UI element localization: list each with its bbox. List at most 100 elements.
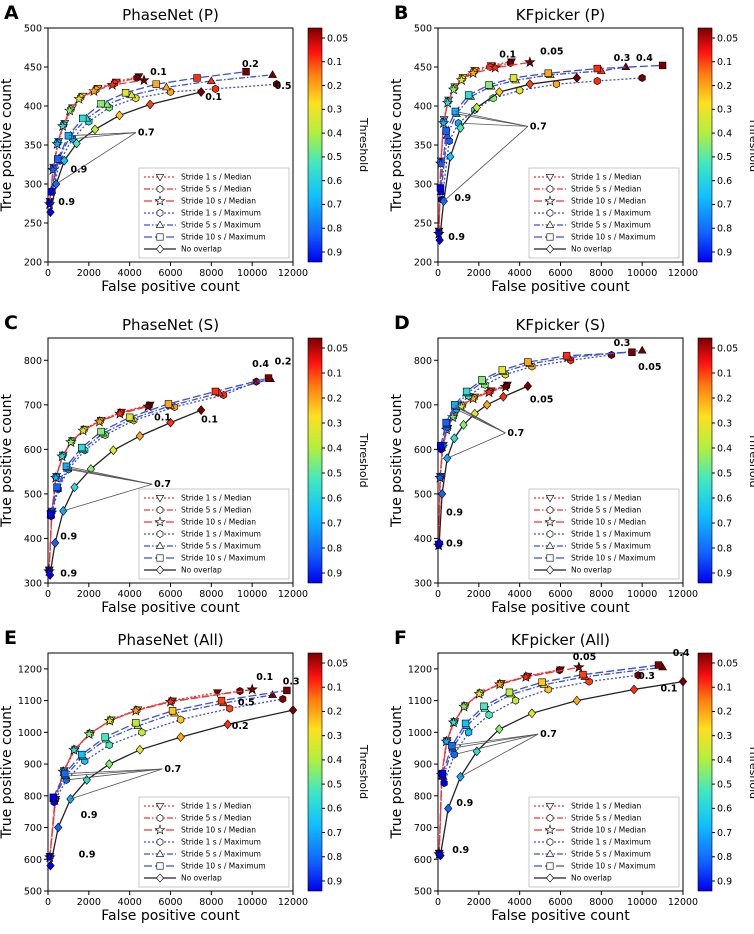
y-tick-label: 300 xyxy=(414,180,432,191)
data-point xyxy=(442,418,450,427)
y-tick-label: 700 xyxy=(414,400,432,411)
data-point xyxy=(56,120,69,132)
colorbar-c: 0.05 0.1 0.2 0.3 0.4 0.5 0.6 0.7 0.8 0.9 Threshold xyxy=(307,337,370,584)
legend-marker xyxy=(546,873,554,883)
colorbar-tick-label: 0.6 xyxy=(717,176,732,187)
data-point xyxy=(164,695,177,707)
colorbar-tick-label: 0.9 xyxy=(327,876,342,887)
data-point xyxy=(54,822,63,833)
x-tick-label: 4000 xyxy=(508,897,532,908)
data-point xyxy=(579,670,587,679)
colorbar-gradient xyxy=(697,337,713,584)
colorbar-tick-label: 0.4 xyxy=(327,443,342,454)
data-point xyxy=(164,400,173,408)
data-point xyxy=(434,471,446,483)
colorbar-title: Threshold xyxy=(747,744,754,799)
x-tick-label: 0 xyxy=(435,897,441,908)
y-tick-label: 600 xyxy=(24,445,42,456)
legend-marker xyxy=(545,220,555,228)
data-point xyxy=(634,671,642,680)
data-point xyxy=(447,716,460,728)
x-tick-label: 12000 xyxy=(668,589,698,600)
data-point xyxy=(68,744,80,755)
data-point xyxy=(593,64,601,73)
annotation-label: 0.7 xyxy=(154,479,171,490)
colorbar-tick-label: 0.05 xyxy=(327,343,348,354)
colorbar-tick-label: 0.3 xyxy=(717,418,732,429)
series-line xyxy=(438,77,577,241)
y-tick-label: 500 xyxy=(24,887,42,898)
annotation-pointer xyxy=(447,432,506,459)
y-tick-label: 300 xyxy=(414,579,432,590)
y-axis-label: True positive count xyxy=(0,705,15,840)
colorbar-tick-label: 0.8 xyxy=(717,224,732,235)
x-tick-label: 8000 xyxy=(589,897,613,908)
legend-marker xyxy=(545,541,555,549)
annotation-label: 0.2 xyxy=(275,357,292,368)
data-point xyxy=(480,702,488,711)
annotation-label: 0.1 xyxy=(205,92,222,103)
data-point xyxy=(114,407,126,419)
data-point xyxy=(629,684,639,695)
y-tick-label: 500 xyxy=(414,887,432,898)
annotation-label: 0.1 xyxy=(499,50,516,61)
x-axis-label: False positive count xyxy=(101,908,240,924)
data-point xyxy=(152,80,160,88)
series-line xyxy=(438,386,506,546)
data-point xyxy=(434,157,447,169)
y-tick-label: 400 xyxy=(414,102,432,113)
legend-marker xyxy=(156,244,164,254)
data-point xyxy=(658,61,667,70)
data-point xyxy=(436,442,445,450)
data-point xyxy=(133,73,141,83)
panel-title: PhaseNet (S) xyxy=(122,316,219,334)
legend-label: Stride 10 s / Maximum xyxy=(181,862,266,871)
legend-label: Stride 10 s / Maximum xyxy=(181,233,266,242)
y-tick-label: 450 xyxy=(24,63,42,74)
data-point xyxy=(60,155,69,166)
x-tick-label: 0 xyxy=(435,268,441,279)
colorbar-tick-label: 0.9 xyxy=(717,247,732,258)
data-point xyxy=(467,67,479,79)
data-point xyxy=(46,860,55,871)
colorbar-d: 0.05 0.1 0.2 0.3 0.4 0.5 0.6 0.7 0.8 0.9 Threshold xyxy=(697,337,754,584)
series-line xyxy=(53,694,273,800)
data-point xyxy=(552,80,560,89)
legend: Stride 1 s / Median Stride 5 s / Median St… xyxy=(138,488,290,580)
legend-label: Stride 5 s / Maximum xyxy=(181,221,261,230)
colorbar-f: 0.05 0.1 0.2 0.3 0.4 0.5 0.6 0.7 0.8 0.9 Threshold xyxy=(697,652,754,892)
legend-marker xyxy=(156,838,164,846)
data-point xyxy=(77,424,89,436)
data-point xyxy=(495,87,504,97)
y-tick-label: 900 xyxy=(414,760,432,771)
data-point xyxy=(440,735,453,747)
series-6 xyxy=(436,676,688,861)
legend-label: Stride 1 s / Median xyxy=(571,802,642,811)
data-point xyxy=(458,700,470,712)
y-tick-label: 300 xyxy=(24,579,42,590)
x-axis-label: False positive count xyxy=(101,600,240,616)
x-tick-label: 0 xyxy=(45,268,51,279)
colorbar-tick-label: 0.2 xyxy=(717,707,732,718)
x-tick-label: 0 xyxy=(45,589,51,600)
y-tick-label: 800 xyxy=(24,356,42,367)
annotation-label: 0.7 xyxy=(540,729,557,740)
data-point xyxy=(252,377,260,386)
colorbar-tick-label: 0.4 xyxy=(327,755,342,766)
x-tick-label: 6000 xyxy=(158,897,182,908)
series-line xyxy=(438,666,580,855)
legend-label: No overlap xyxy=(181,245,222,254)
colorbar-tick-label: 0.1 xyxy=(327,57,342,68)
y-tick-label: 400 xyxy=(24,102,42,113)
annotation-label: 0.9 xyxy=(446,507,463,518)
legend-marker xyxy=(546,565,554,575)
colorbar-tick-label: 0.6 xyxy=(717,493,732,504)
data-point xyxy=(46,207,55,217)
legend-marker xyxy=(155,495,165,503)
data-point xyxy=(446,151,455,162)
annotation-label: 0.05 xyxy=(573,652,596,663)
data-point xyxy=(56,450,68,462)
colorbar-tick-label: 0.1 xyxy=(717,57,732,68)
y-tick-label: 300 xyxy=(24,180,42,191)
data-point xyxy=(555,666,563,675)
